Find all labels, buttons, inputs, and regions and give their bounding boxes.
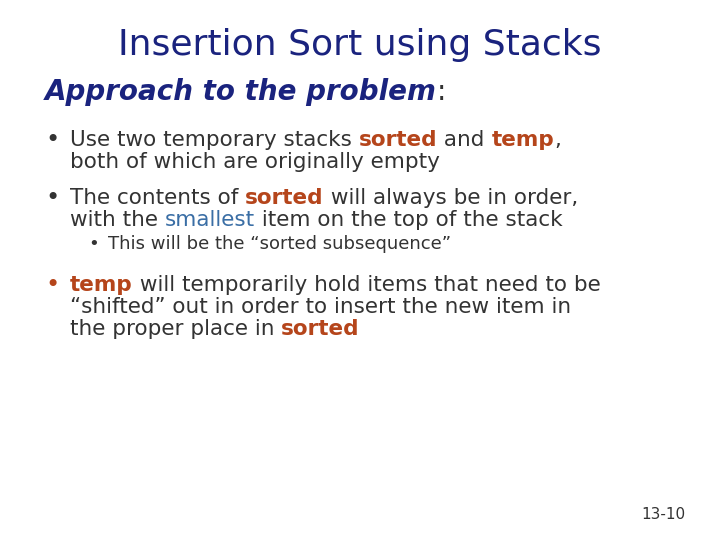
Text: “shifted” out in order to insert the new item in: “shifted” out in order to insert the new… [70, 297, 571, 317]
Text: The contents of: The contents of [70, 188, 246, 208]
Text: temp: temp [70, 275, 132, 295]
Text: with the: with the [70, 210, 165, 230]
Text: This will be the “sorted subsequence”: This will be the “sorted subsequence” [108, 235, 451, 253]
Text: •: • [45, 128, 59, 152]
Text: both of which are originally empty: both of which are originally empty [70, 152, 440, 172]
Text: sorted: sorted [246, 188, 324, 208]
Text: will temporarily hold items that need to be: will temporarily hold items that need to… [132, 275, 600, 295]
Text: temp: temp [492, 130, 554, 150]
Text: •: • [88, 235, 99, 253]
Text: Approach to the problem: Approach to the problem [45, 78, 437, 106]
Text: •: • [45, 186, 59, 210]
Text: ,: , [554, 130, 561, 150]
Text: Use two temporary stacks: Use two temporary stacks [70, 130, 359, 150]
Text: sorted: sorted [359, 130, 437, 150]
Text: the proper place in: the proper place in [70, 319, 282, 339]
Text: will always be in order,: will always be in order, [324, 188, 578, 208]
Text: :: : [437, 78, 446, 106]
Text: 13-10: 13-10 [641, 507, 685, 522]
Text: smallest: smallest [165, 210, 255, 230]
Text: •: • [45, 273, 59, 297]
Text: sorted: sorted [282, 319, 360, 339]
Text: Insertion Sort using Stacks: Insertion Sort using Stacks [118, 28, 602, 62]
Text: item on the top of the stack: item on the top of the stack [255, 210, 562, 230]
Text: and: and [437, 130, 492, 150]
